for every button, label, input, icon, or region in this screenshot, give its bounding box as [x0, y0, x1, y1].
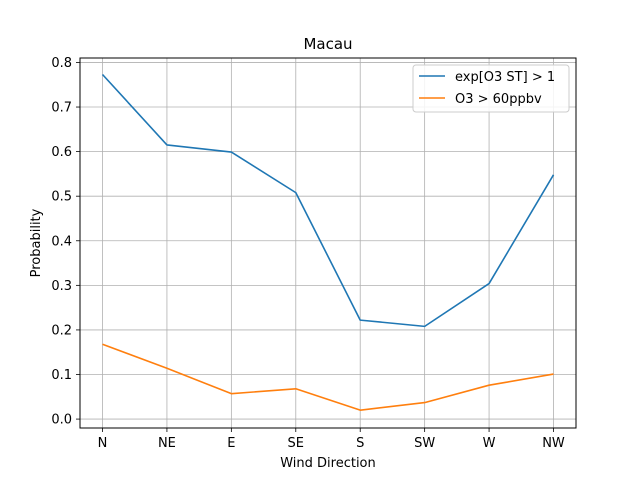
- legend-label-2: O3 > 60ppbv: [455, 92, 542, 107]
- x-tick-label: E: [227, 436, 235, 451]
- legend: exp[O3 ST] > 1 O3 > 60ppbv: [412, 64, 570, 113]
- x-tick-label: S: [356, 436, 364, 451]
- y-tick-label: 0.6: [51, 145, 72, 160]
- legend-box: [412, 64, 570, 113]
- y-tick-label: 0.7: [51, 101, 72, 116]
- axes-frame: [79, 57, 577, 429]
- grid: [80, 58, 576, 428]
- y-axis-label: Probability: [29, 208, 44, 277]
- x-tick-label: SE: [288, 436, 304, 451]
- y-tick-label: 0.3: [51, 279, 72, 294]
- x-tick-label: W: [483, 436, 496, 451]
- series-group: [101, 73, 555, 411]
- x-tick-label: NE: [158, 436, 176, 451]
- y-tick-label: 0.0: [51, 413, 72, 428]
- y-tick-label: 0.5: [51, 190, 72, 205]
- legend-label-1: exp[O3 ST] > 1: [455, 70, 555, 85]
- chart-title: Macau: [303, 35, 352, 53]
- ticks: N NE E SE S SW W NW 0.0 0.1 0.2 0.3 0.4 0.5 0.6 0.7 0.8: [51, 56, 565, 451]
- x-axis-label: Wind Direction: [280, 456, 376, 471]
- y-tick-label: 0.1: [51, 368, 72, 383]
- x-tick-label: SW: [414, 436, 435, 451]
- y-tick-label: 0.8: [51, 56, 72, 71]
- x-tick-label: NW: [542, 436, 565, 451]
- x-tick-label: N: [98, 436, 108, 451]
- y-tick-label: 0.2: [51, 323, 72, 338]
- y-tick-label: 0.4: [51, 234, 72, 249]
- series-line-2: [102, 343, 554, 411]
- series-line-1: [101, 73, 555, 328]
